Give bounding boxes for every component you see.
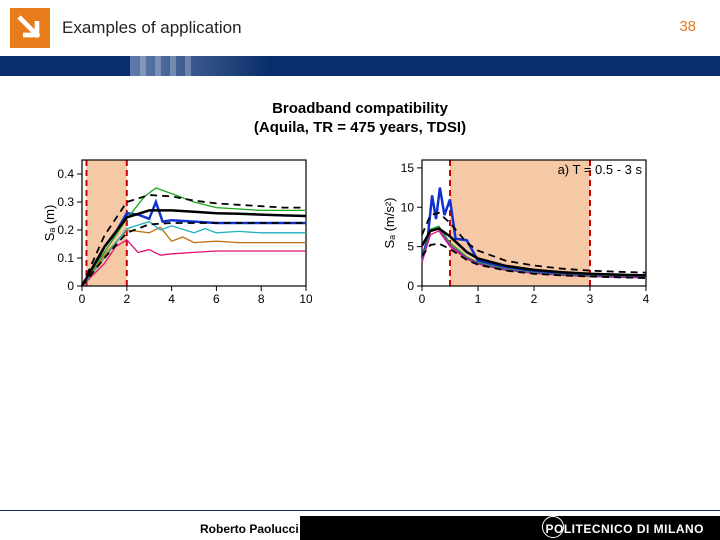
slide: Examples of application 38 Broadband com… bbox=[0, 0, 720, 540]
chart-right: 0 1 2 3 4 0 5 10 15 Sₐ (m/s²) a) T = 0.5 - 3 s bbox=[382, 154, 652, 320]
svg-text:10: 10 bbox=[299, 292, 312, 306]
svg-text:4: 4 bbox=[643, 292, 650, 306]
svg-text:1: 1 bbox=[475, 292, 482, 306]
subtitle-line1: Broadband compatibility bbox=[272, 100, 448, 117]
band-gradient bbox=[130, 56, 270, 76]
svg-text:2: 2 bbox=[123, 292, 130, 306]
svg-text:3: 3 bbox=[587, 292, 594, 306]
svg-text:0.1: 0.1 bbox=[57, 251, 74, 265]
svg-text:0.3: 0.3 bbox=[57, 195, 74, 209]
svg-text:0.4: 0.4 bbox=[57, 167, 74, 181]
svg-text:Sₐ (m): Sₐ (m) bbox=[42, 205, 57, 242]
svg-text:8: 8 bbox=[258, 292, 265, 306]
svg-text:0: 0 bbox=[79, 292, 86, 306]
svg-text:15: 15 bbox=[401, 161, 415, 175]
chart-left: 0 2 4 6 8 10 0 0.1 0.2 0.3 0.4 Sₐ (m) bbox=[42, 154, 312, 320]
page-number: 38 bbox=[679, 18, 696, 35]
svg-text:0: 0 bbox=[407, 279, 414, 293]
footer-university: POLITECNICO DI MILANO bbox=[546, 522, 705, 536]
svg-text:0: 0 bbox=[67, 279, 74, 293]
subtitle: Broadband compatibility (Aquila, TR = 47… bbox=[0, 100, 720, 138]
header-band bbox=[0, 56, 720, 76]
svg-text:a) T = 0.5 - 3 s: a) T = 0.5 - 3 s bbox=[558, 162, 643, 177]
svg-text:2: 2 bbox=[531, 292, 538, 306]
svg-text:Sₐ (m/s²): Sₐ (m/s²) bbox=[382, 197, 397, 248]
svg-text:0: 0 bbox=[419, 292, 426, 306]
footer-author: Roberto Paolucci bbox=[200, 522, 299, 536]
svg-text:0.2: 0.2 bbox=[57, 223, 74, 237]
svg-text:5: 5 bbox=[407, 240, 414, 254]
svg-text:4: 4 bbox=[168, 292, 175, 306]
subtitle-line2: (Aquila, TR = 475 years, TDSI) bbox=[254, 119, 466, 136]
logo-badge bbox=[10, 8, 50, 48]
svg-text:10: 10 bbox=[401, 200, 415, 214]
band-tick bbox=[140, 56, 146, 76]
footer-rule bbox=[0, 510, 720, 511]
band-tick bbox=[170, 56, 176, 76]
band-tick bbox=[185, 56, 191, 76]
svg-text:6: 6 bbox=[213, 292, 220, 306]
band-tick bbox=[155, 56, 161, 76]
chart-row: 0 2 4 6 8 10 0 0.1 0.2 0.3 0.4 Sₐ (m) 0 1 2 3 4 0 5 10 15 Sₐ… bbox=[42, 154, 678, 354]
arrow-down-right-icon bbox=[16, 14, 44, 42]
footer: Roberto Paolucci POLITECNICO DI MILANO bbox=[0, 510, 720, 540]
slide-title: Examples of application bbox=[62, 18, 242, 38]
